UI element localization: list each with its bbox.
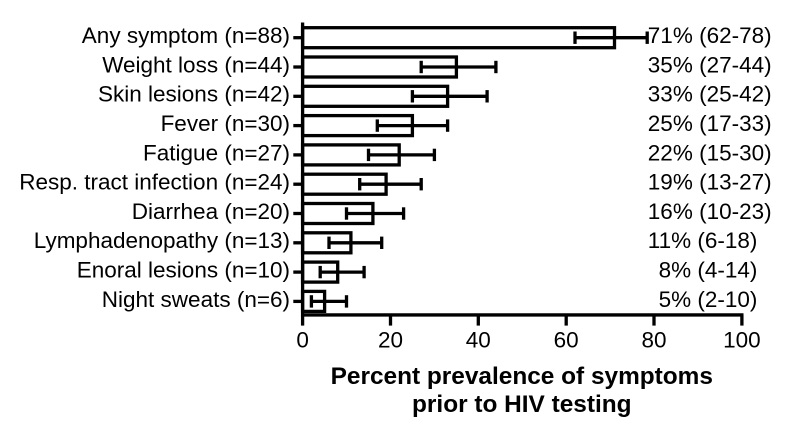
svg-text:100: 100: [723, 328, 761, 353]
svg-text:Percent prevalence of symptoms: Percent prevalence of symptoms: [331, 363, 713, 390]
svg-text:80: 80: [641, 328, 666, 353]
svg-text:Night sweats (n=6): Night sweats (n=6): [102, 287, 290, 312]
svg-text:5% (2-10): 5% (2-10): [659, 287, 758, 312]
svg-text:Resp. tract infection (n=24): Resp. tract infection (n=24): [19, 170, 290, 195]
svg-text:Lymphadenopathy (n=13): Lymphadenopathy (n=13): [34, 228, 290, 253]
svg-text:20: 20: [378, 328, 403, 353]
svg-text:60: 60: [554, 328, 579, 353]
svg-text:8% (4-14): 8% (4-14): [659, 258, 758, 283]
svg-text:16% (10-23): 16% (10-23): [648, 199, 772, 224]
svg-text:25% (17-33): 25% (17-33): [648, 111, 772, 136]
svg-text:40: 40: [466, 328, 491, 353]
svg-text:Fatigue (n=27): Fatigue (n=27): [143, 140, 290, 165]
svg-text:prior to HIV testing: prior to HIV testing: [412, 391, 632, 418]
svg-text:11% (6-18): 11% (6-18): [648, 228, 758, 253]
svg-text:0: 0: [296, 328, 309, 353]
svg-text:22% (15-30): 22% (15-30): [648, 140, 772, 165]
svg-text:Any symptom (n=88): Any symptom (n=88): [82, 23, 290, 48]
svg-text:71% (62-78): 71% (62-78): [648, 23, 772, 48]
svg-text:Fever (n=30): Fever (n=30): [161, 111, 290, 136]
svg-text:19% (13-27): 19% (13-27): [648, 170, 772, 195]
svg-text:Weight loss (n=44): Weight loss (n=44): [102, 52, 290, 77]
svg-text:Diarrhea (n=20): Diarrhea (n=20): [132, 199, 290, 224]
svg-text:Enoral lesions (n=10): Enoral lesions (n=10): [77, 258, 290, 283]
svg-text:Skin lesions (n=42): Skin lesions (n=42): [98, 82, 290, 107]
svg-text:35% (27-44): 35% (27-44): [648, 52, 772, 77]
svg-text:33% (25-42): 33% (25-42): [648, 82, 772, 107]
